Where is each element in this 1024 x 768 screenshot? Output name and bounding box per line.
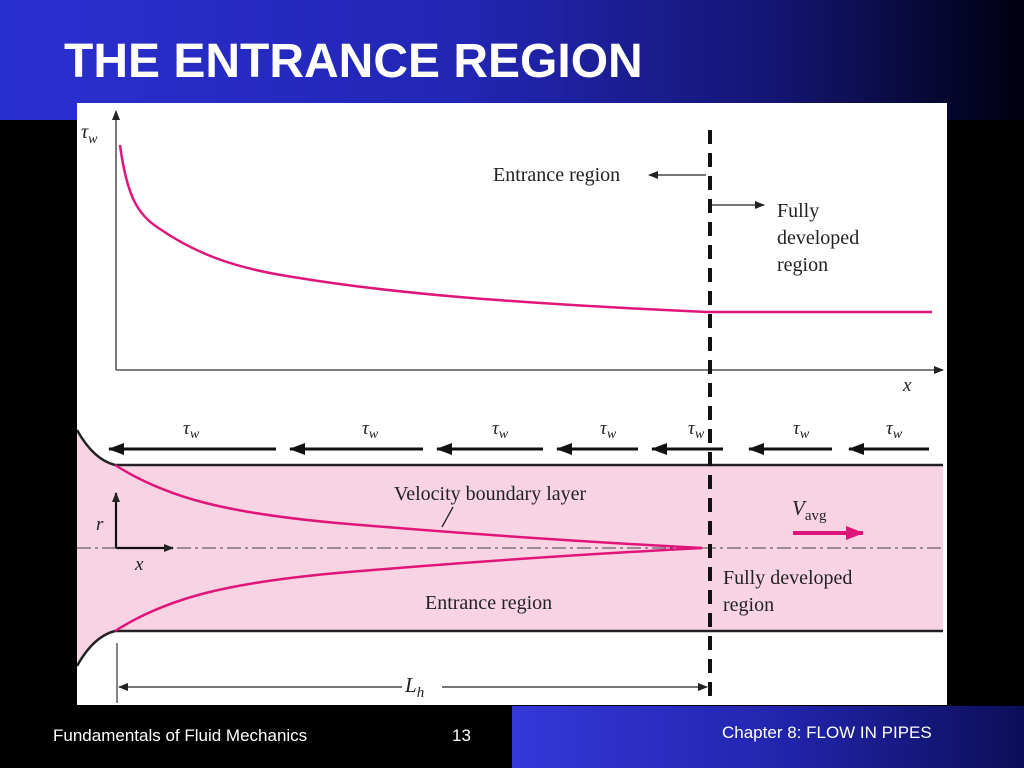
boundary-layer-leader: [441, 506, 454, 528]
slide-title: THE ENTRANCE REGION: [64, 35, 643, 88]
wall-shear-plot: τw x Entrance region Fully developed reg…: [81, 110, 944, 396]
figure-svg: τw x Entrance region Fully developed reg…: [77, 110, 945, 703]
footer: Fundamentals of Fluid Mechanics 13 Chapt…: [0, 706, 1024, 768]
pipe-bottom-wall: [77, 629, 943, 667]
wall-shear-label: τw: [183, 418, 200, 442]
entrance-region-label-top: Entrance region: [493, 164, 620, 186]
x-axis-label-pipe: x: [134, 554, 144, 575]
footer-course-title: Fundamentals of Fluid Mechanics: [53, 726, 308, 745]
entry-length-label: Lh: [404, 673, 424, 701]
footer-right-band: Chapter 8: FLOW IN PIPES: [512, 706, 1024, 768]
header-band: THE ENTRANCE REGION: [0, 0, 1024, 120]
wall-shear-label: τw: [600, 418, 617, 442]
footer-chapter-title: Chapter 8: FLOW IN PIPES: [722, 723, 932, 742]
boundary-layer-bottom-curve: [114, 546, 703, 633]
wall-shear-label: τw: [492, 418, 509, 442]
entrance-region-figure: τw x Entrance region Fully developed reg…: [77, 103, 947, 705]
plot-x-axis-label: x: [902, 375, 912, 396]
pipe-top-wall: [77, 429, 943, 467]
wall-shear-label: τw: [793, 418, 810, 442]
average-velocity-label: Vavg: [792, 496, 827, 524]
wall-shear-label: τw: [362, 418, 379, 442]
pipe-diagram: τw τw τw τw τw τw τw Velocity boundary l…: [77, 418, 945, 703]
r-axis-label: r: [96, 514, 104, 535]
velocity-boundary-layer-label: Velocity boundary layer: [394, 483, 586, 505]
footer-page-number: 13: [452, 726, 471, 745]
wall-shear-curve: [118, 144, 932, 314]
entrance-region-label-pipe: Entrance region: [425, 592, 552, 614]
fully-developed-label-top: Fully developed region: [777, 200, 864, 276]
boundary-layer-top-curve: [114, 463, 703, 550]
plot-y-axis-label: τw: [81, 121, 98, 147]
wall-shear-label: τw: [688, 418, 705, 442]
wall-shear-label: τw: [886, 418, 903, 442]
fully-developed-label-pipe: Fully developed region: [723, 567, 857, 616]
